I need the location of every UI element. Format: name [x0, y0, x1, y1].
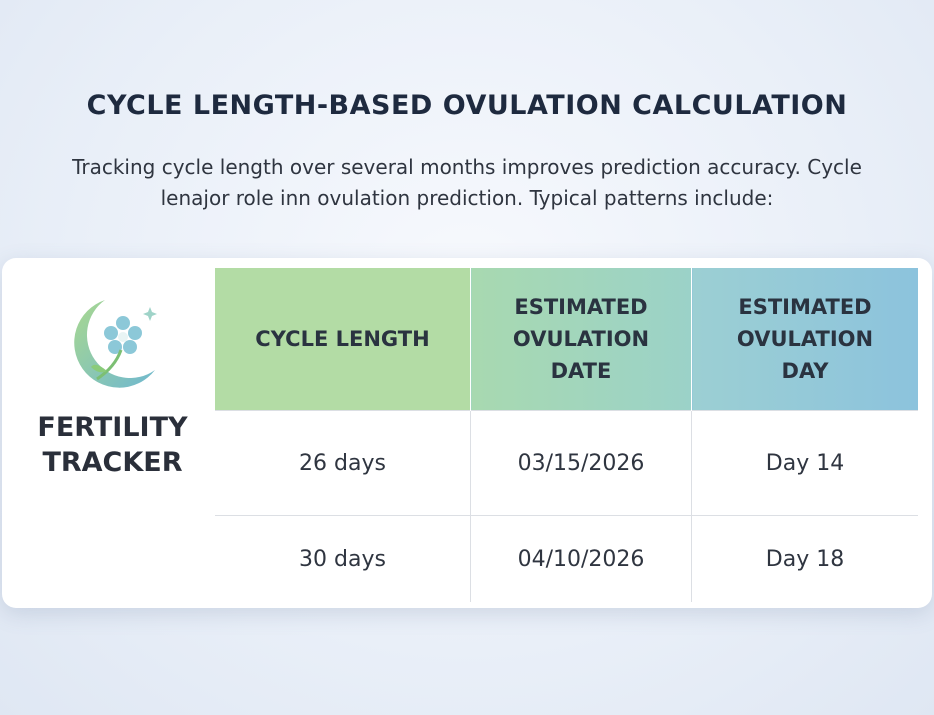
cell: 30 days — [215, 515, 471, 602]
brand-name: FERTILITY TRACKER — [37, 412, 188, 478]
intro-line: lenajor role inn ovulation prediction. T… — [160, 186, 774, 210]
intro-line: Tracking cycle length over several month… — [72, 155, 862, 179]
logo — [74, 300, 157, 388]
cell: 26 days — [215, 410, 471, 516]
table: CYCLE LENGTH ESTIMATED OVULATION DATE ES… — [215, 268, 918, 602]
intro: Tracking cycle length over several month… — [0, 152, 934, 214]
title: CYCLE LENGTH-BASED OVULATION CALCULATION — [86, 90, 848, 121]
cell: 03/15/2026 — [470, 410, 692, 516]
column-header: ESTIMATED OVULATION DAY — [691, 268, 918, 411]
column-header: ESTIMATED OVULATION DATE — [470, 268, 692, 411]
column-header: CYCLE LENGTH — [215, 268, 471, 411]
cell: Day 18 — [691, 515, 918, 602]
cell: Day 14 — [691, 410, 918, 516]
cell: 04/10/2026 — [470, 515, 692, 602]
